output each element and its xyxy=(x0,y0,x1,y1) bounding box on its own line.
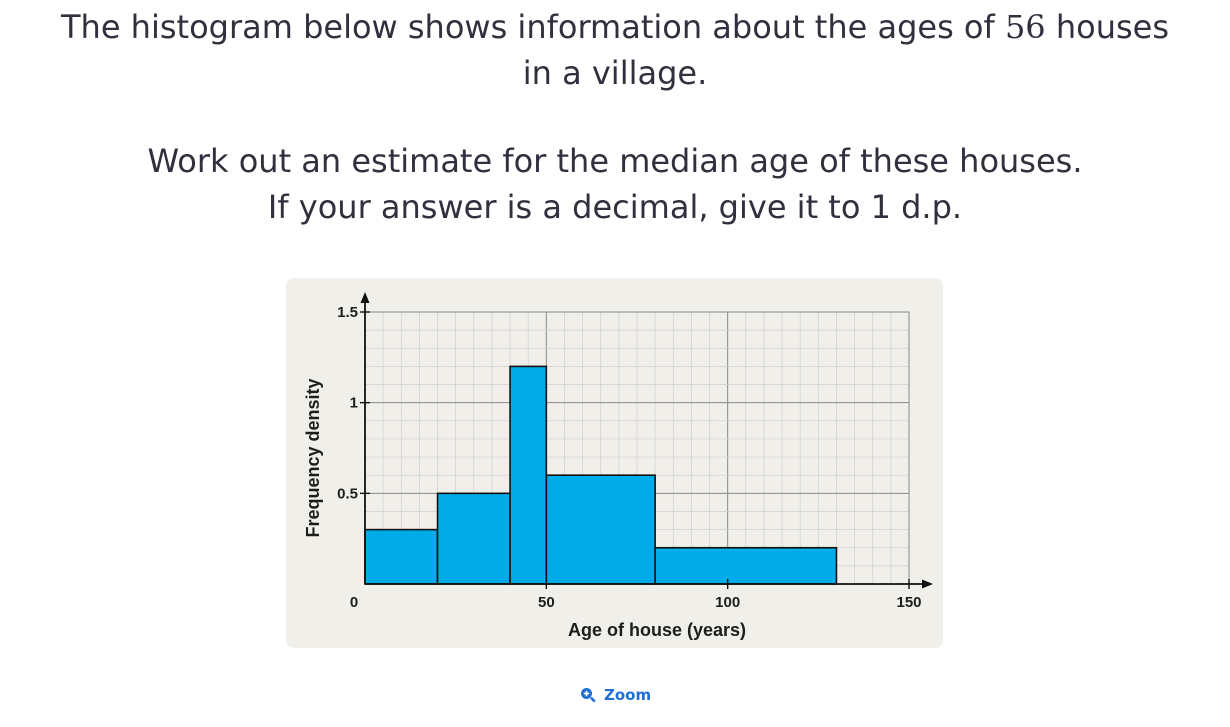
y-tick-label: 1 xyxy=(350,395,358,412)
histogram-bar xyxy=(436,492,511,585)
zoom-label: Zoom xyxy=(604,686,652,704)
instruction-line-1: Work out an estimate for the median age … xyxy=(147,142,1083,180)
y-axis-arrow-icon xyxy=(360,292,370,303)
instruction-line-2: If your answer is a decimal, give it to … xyxy=(267,188,963,226)
histogram-bar xyxy=(364,528,439,585)
ticks: 0 50 100 150 0.5 1 1.5 xyxy=(337,304,921,611)
y-tick-label: 1.5 xyxy=(337,304,358,321)
axes xyxy=(360,292,933,589)
histogram-bar xyxy=(654,546,838,585)
x-tick-label: 150 xyxy=(896,594,921,611)
x-axis-arrow-icon xyxy=(922,579,933,589)
histogram-chart: 0 50 100 150 0.5 1 1.5 Age of house (years) Fr… xyxy=(303,292,933,640)
x-tick-label: 0 xyxy=(350,594,358,611)
y-axis-label: Frequency density xyxy=(303,378,323,537)
zoom-in-icon xyxy=(581,688,596,703)
histogram-bar xyxy=(545,474,656,585)
y-tick-label: 0.5 xyxy=(337,485,358,502)
zoom-button[interactable]: Zoom xyxy=(580,686,651,704)
bars xyxy=(364,365,838,585)
x-tick-label: 100 xyxy=(715,594,740,611)
question-instructions: Work out an estimate for the median age … xyxy=(0,138,1230,230)
house-count: 56 xyxy=(1004,8,1046,46)
x-axis-label: Age of house (years) xyxy=(568,620,746,640)
question-line-2: in a village. xyxy=(522,54,708,92)
question-text-end: houses xyxy=(1055,8,1169,46)
question-line-1: The histogram below shows information ab… xyxy=(0,4,1230,96)
question-text-start: The histogram below shows information ab… xyxy=(60,8,995,46)
x-tick-label: 50 xyxy=(538,594,555,611)
histogram-bar xyxy=(509,365,548,585)
chart-card: 0 50 100 150 0.5 1 1.5 Age of house (years) Fr… xyxy=(286,278,943,648)
